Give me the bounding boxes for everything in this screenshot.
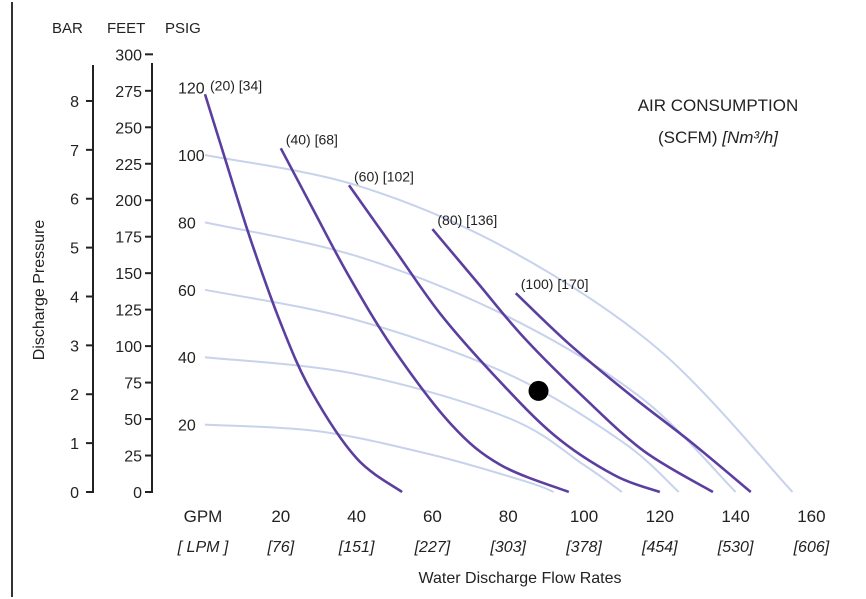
air-curve-label: (20) [34] — [210, 77, 262, 93]
head-curve — [204, 154, 794, 493]
air-curve-label: (80) [136] — [437, 212, 497, 228]
x-tick-lpm: [606] — [793, 539, 830, 556]
bar-tick-label: 1 — [70, 436, 79, 453]
operating-point-layer — [528, 380, 549, 401]
air-curve-label: (40) [68] — [286, 131, 338, 147]
air-consumption-curve — [203, 93, 403, 494]
bar-tick-label: 8 — [70, 94, 79, 111]
feet-ticks: 0 25 50 75 100 125 150 175 200 225 250 275 300 — [115, 47, 153, 502]
feet-tick-label: 100 — [115, 339, 142, 356]
psig-tick-label: 40 — [178, 350, 196, 367]
x-tick-gpm: 120 — [646, 507, 674, 526]
head-curve — [204, 288, 680, 493]
bar-ticks: 0 1 2 3 4 5 6 7 8 — [70, 94, 94, 502]
x-tick-lpm: [227] — [414, 539, 451, 556]
bar-header: BAR — [52, 20, 83, 37]
psig-tick-label: 100 — [178, 148, 205, 165]
feet-tick-label: 275 — [115, 84, 142, 101]
air-consumption-curve — [347, 184, 661, 494]
feet-tick-label: 125 — [115, 303, 142, 320]
x-axis-title: Water Discharge Flow Rates — [418, 570, 621, 587]
air-consumption-curve — [431, 228, 714, 494]
x-tick-lpm: [151] — [338, 539, 375, 556]
feet-header: FEET — [107, 20, 145, 37]
head-curve — [204, 423, 555, 493]
psig-tick-label: 120 — [178, 81, 205, 98]
feet-tick-label: 225 — [115, 157, 142, 174]
x-tick-gpm: 140 — [721, 507, 749, 526]
x-tick-gpm: 20 — [271, 507, 290, 526]
feet-tick-label: 150 — [115, 266, 142, 283]
x-tick-gpm: 160 — [797, 507, 825, 526]
feet-tick-label: 175 — [115, 230, 142, 247]
bar-tick-label: 3 — [70, 338, 79, 355]
air-curve-label: (60) [102] — [354, 168, 414, 184]
x-unit-lpm: [ LPM ] — [177, 539, 229, 556]
x-tick-gpm: 40 — [347, 507, 366, 526]
feet-tick-label: 250 — [115, 120, 142, 137]
air-consumption-curves — [203, 93, 752, 494]
bar-tick-label: 4 — [70, 289, 79, 306]
psig-ticks: 20 40 60 80 100 120 — [178, 81, 205, 435]
feet-tick-label: 25 — [124, 449, 142, 466]
chart-title-line1: AIR CONSUMPTION — [638, 96, 799, 115]
y-axis-title: Discharge Pressure — [31, 220, 48, 361]
x-tick-labels: 20 [76] 40 [151] 60 [227] 80 [303] 100 [378] 120 [4… — [266, 507, 829, 556]
feet-tick-label: 50 — [124, 412, 142, 429]
operating-point-marker — [528, 380, 549, 401]
feet-tick-label: 0 — [133, 485, 142, 502]
feet-tick-label: 75 — [124, 376, 142, 393]
bar-tick-label: 0 — [70, 485, 79, 502]
bar-tick-label: 7 — [70, 143, 79, 160]
psig-tick-label: 80 — [178, 215, 196, 232]
chart-title-scfm: (SCFM) — [658, 128, 717, 147]
x-unit-gpm: GPM — [184, 507, 223, 526]
x-tick-lpm: [76] — [266, 539, 294, 556]
head-curve — [204, 221, 737, 493]
psig-tick-label: 20 — [178, 418, 196, 435]
psig-header: PSIG — [165, 20, 201, 37]
air-consumption-curve — [279, 147, 570, 494]
air-consumption-curve — [514, 292, 752, 493]
bar-tick-label: 6 — [70, 192, 79, 209]
x-tick-lpm: [303] — [489, 539, 526, 556]
bar-tick-label: 5 — [70, 241, 79, 258]
feet-tick-label: 300 — [115, 47, 142, 64]
x-tick-gpm: 80 — [499, 507, 518, 526]
feet-tick-label: 200 — [115, 193, 142, 210]
air-curve-labels: (20) [34] (40) [68] (60) [102] (80) [136] (1… — [210, 77, 588, 292]
psig-tick-label: 60 — [178, 283, 196, 300]
x-tick-lpm: [454] — [641, 539, 678, 556]
x-tick-lpm: [378] — [565, 539, 602, 556]
x-tick-gpm: 100 — [570, 507, 598, 526]
chart-title-nm3h: [Nm³/h] — [721, 128, 779, 147]
head-curves — [204, 154, 794, 493]
head-curve — [204, 356, 623, 493]
x-tick-lpm: [530] — [717, 539, 754, 556]
bar-tick-label: 2 — [70, 387, 79, 404]
chart-title-line2: (SCFM) [Nm³/h] — [658, 128, 779, 147]
air-curve-label: (100) [170] — [521, 276, 589, 292]
x-tick-gpm: 60 — [423, 507, 442, 526]
